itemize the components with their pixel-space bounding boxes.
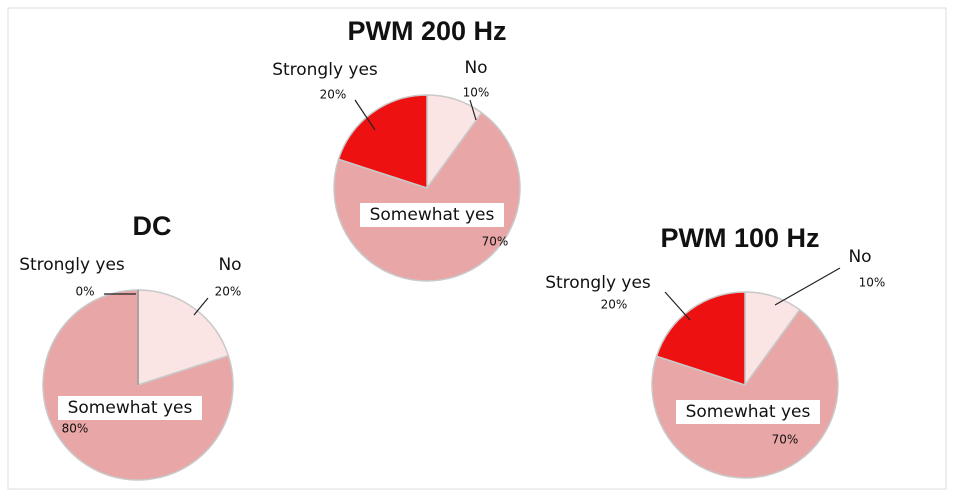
category-label: No bbox=[464, 58, 487, 78]
value-label: 80% bbox=[62, 422, 89, 436]
value-label: 70% bbox=[482, 235, 509, 249]
leader-line bbox=[664, 291, 691, 321]
chart-title: DC bbox=[133, 211, 172, 241]
chart-title: PWM 100 Hz bbox=[660, 223, 819, 253]
pie-slice bbox=[333, 111, 521, 282]
label-box bbox=[360, 203, 504, 227]
leader-line bbox=[469, 99, 477, 121]
category-label: Somewhat yes bbox=[686, 402, 811, 422]
category-label: Strongly yes bbox=[272, 60, 378, 80]
value-label: 20% bbox=[601, 298, 628, 312]
chart-title: PWM 200 Hz bbox=[347, 16, 506, 46]
category-label: Strongly yes bbox=[19, 255, 125, 275]
value-label: 0% bbox=[75, 285, 94, 299]
label-box bbox=[58, 396, 202, 420]
pie-slice bbox=[651, 308, 839, 479]
leader-line bbox=[774, 267, 841, 306]
pie-slice bbox=[655, 291, 746, 387]
pie-slice bbox=[337, 94, 428, 190]
value-label: 70% bbox=[772, 433, 799, 447]
pie-slice bbox=[137, 289, 230, 387]
value-label: 10% bbox=[859, 276, 886, 290]
category-label: Strongly yes bbox=[545, 273, 651, 293]
category-label: No bbox=[218, 255, 241, 275]
label-box bbox=[676, 400, 820, 424]
category-label: Somewhat yes bbox=[370, 205, 495, 225]
category-label: No bbox=[848, 247, 871, 267]
value-label: 10% bbox=[463, 86, 490, 100]
value-label: 20% bbox=[215, 285, 242, 299]
value-label: 20% bbox=[320, 88, 347, 102]
leader-line bbox=[354, 99, 376, 131]
leader-line bbox=[193, 297, 209, 316]
category-label: Somewhat yes bbox=[68, 398, 193, 418]
